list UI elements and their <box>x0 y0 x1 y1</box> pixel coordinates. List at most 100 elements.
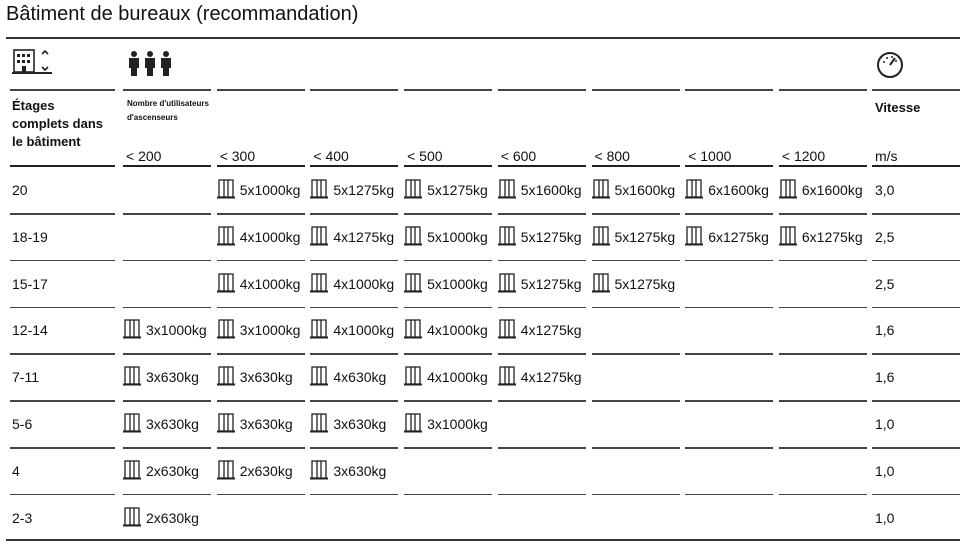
rule <box>778 213 867 215</box>
rule <box>10 447 115 449</box>
rule <box>123 400 211 402</box>
elevator-icon <box>497 319 516 344</box>
rule <box>216 306 305 309</box>
rule <box>591 306 680 309</box>
rule <box>10 165 115 167</box>
rule <box>778 493 867 496</box>
rule <box>872 493 960 496</box>
title: Bâtiment de bureaux (recommandation) <box>6 3 359 25</box>
elevator-icon <box>310 179 329 204</box>
floors-label: 20 <box>12 182 28 198</box>
rule <box>404 353 493 355</box>
column-label: < 1000 <box>688 148 732 164</box>
elevator-icon <box>685 226 704 251</box>
rule <box>685 165 774 167</box>
floors-label: 18-19 <box>12 228 48 245</box>
cell: 5x1600kg <box>520 182 582 198</box>
rule <box>216 89 305 91</box>
elevator-icon <box>123 460 141 485</box>
elevator-icon <box>591 272 610 298</box>
rule <box>591 400 680 402</box>
rule <box>685 213 774 215</box>
cell: 4x1275kg <box>333 228 395 245</box>
rule <box>310 165 399 167</box>
rule <box>872 353 960 355</box>
rule <box>685 400 774 402</box>
rule <box>310 89 399 91</box>
elevator-icon <box>216 179 235 204</box>
rule <box>591 165 680 167</box>
elevator-icon <box>123 506 141 532</box>
rule <box>497 493 586 496</box>
rule <box>404 89 493 91</box>
rule <box>404 400 493 402</box>
cell: 4x1000kg <box>427 322 488 339</box>
building-icon <box>12 49 52 74</box>
rule <box>685 447 774 449</box>
cell: 5x1600kg <box>614 182 676 198</box>
elevator-icon <box>404 366 423 391</box>
rule <box>497 89 586 91</box>
rule <box>497 400 586 402</box>
rule <box>216 213 305 215</box>
cell: 4x1275kg <box>520 369 582 386</box>
elevator-icon <box>123 413 141 438</box>
rule <box>404 306 493 309</box>
cell: 4x1275kg <box>520 322 582 339</box>
rule <box>404 447 493 449</box>
cell: 4x1000kg <box>239 275 301 292</box>
cell: 3x1000kg <box>146 322 207 339</box>
cell: 3x630kg <box>239 416 293 432</box>
cell: 6x1600kg <box>708 182 769 198</box>
rule <box>123 353 211 355</box>
rule <box>6 539 960 541</box>
rule <box>216 447 305 449</box>
rule <box>216 493 305 496</box>
rule <box>216 400 305 402</box>
cell: 3x630kg <box>239 369 293 386</box>
rule <box>685 306 774 309</box>
elevator-icon <box>497 226 516 251</box>
column-label: < 400 <box>313 148 349 164</box>
elevator-icon <box>685 179 704 204</box>
speed: 3,0 <box>875 182 895 198</box>
users-header: Nombre d'utilisateurs d'ascenseurs <box>127 99 209 122</box>
elevator-icon <box>216 272 235 298</box>
elevator-icon <box>310 460 329 485</box>
rule <box>872 213 960 215</box>
column-label: < 600 <box>500 148 537 164</box>
rule <box>216 353 305 355</box>
elevator-icon <box>310 226 329 251</box>
rule <box>10 493 115 496</box>
rule <box>404 213 493 215</box>
rule <box>685 353 774 355</box>
cell: 3x630kg <box>333 416 387 432</box>
cell: 3x630kg <box>333 462 387 479</box>
cell: 5x1000kg <box>427 228 488 245</box>
elevator-icon <box>591 226 610 251</box>
cell: 3x1000kg <box>427 416 488 432</box>
rule <box>591 447 680 449</box>
speed: 1,0 <box>875 416 895 432</box>
rule <box>123 306 211 309</box>
speed-icon <box>877 52 903 78</box>
elevator-icon <box>123 319 141 344</box>
cell: 3x630kg <box>146 416 199 432</box>
elevator-icon <box>404 413 423 438</box>
rule <box>685 493 774 496</box>
floors-header: Étages complets dans le bâtiment <box>12 98 104 149</box>
rule <box>778 89 867 91</box>
floors-label: 5-6 <box>12 416 33 432</box>
floors-label: 12-14 <box>12 322 48 339</box>
floors-label: 7-11 <box>12 369 39 386</box>
rule <box>591 493 680 496</box>
cell: 4x1000kg <box>333 275 395 292</box>
rule <box>872 447 960 449</box>
rule <box>216 165 305 167</box>
elevator-icon <box>216 319 235 344</box>
floors-label: 4 <box>12 462 20 479</box>
rule <box>10 400 115 402</box>
rule <box>497 259 586 262</box>
rule <box>872 306 960 309</box>
cell: 5x1275kg <box>427 182 488 198</box>
